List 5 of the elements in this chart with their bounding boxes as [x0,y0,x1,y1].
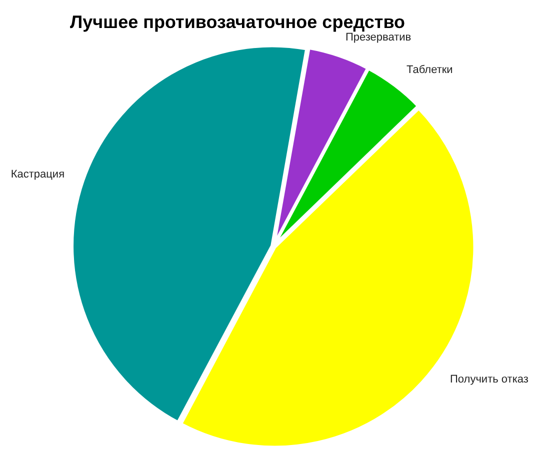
slice-label: Кастрация [10,168,65,180]
slice-label: Получить отказ [450,373,528,386]
chart-title: Лучшее противозачаточное средство [70,12,406,32]
slice-label: Презерватив [345,31,412,44]
slice-label: Таблетки [406,64,453,76]
